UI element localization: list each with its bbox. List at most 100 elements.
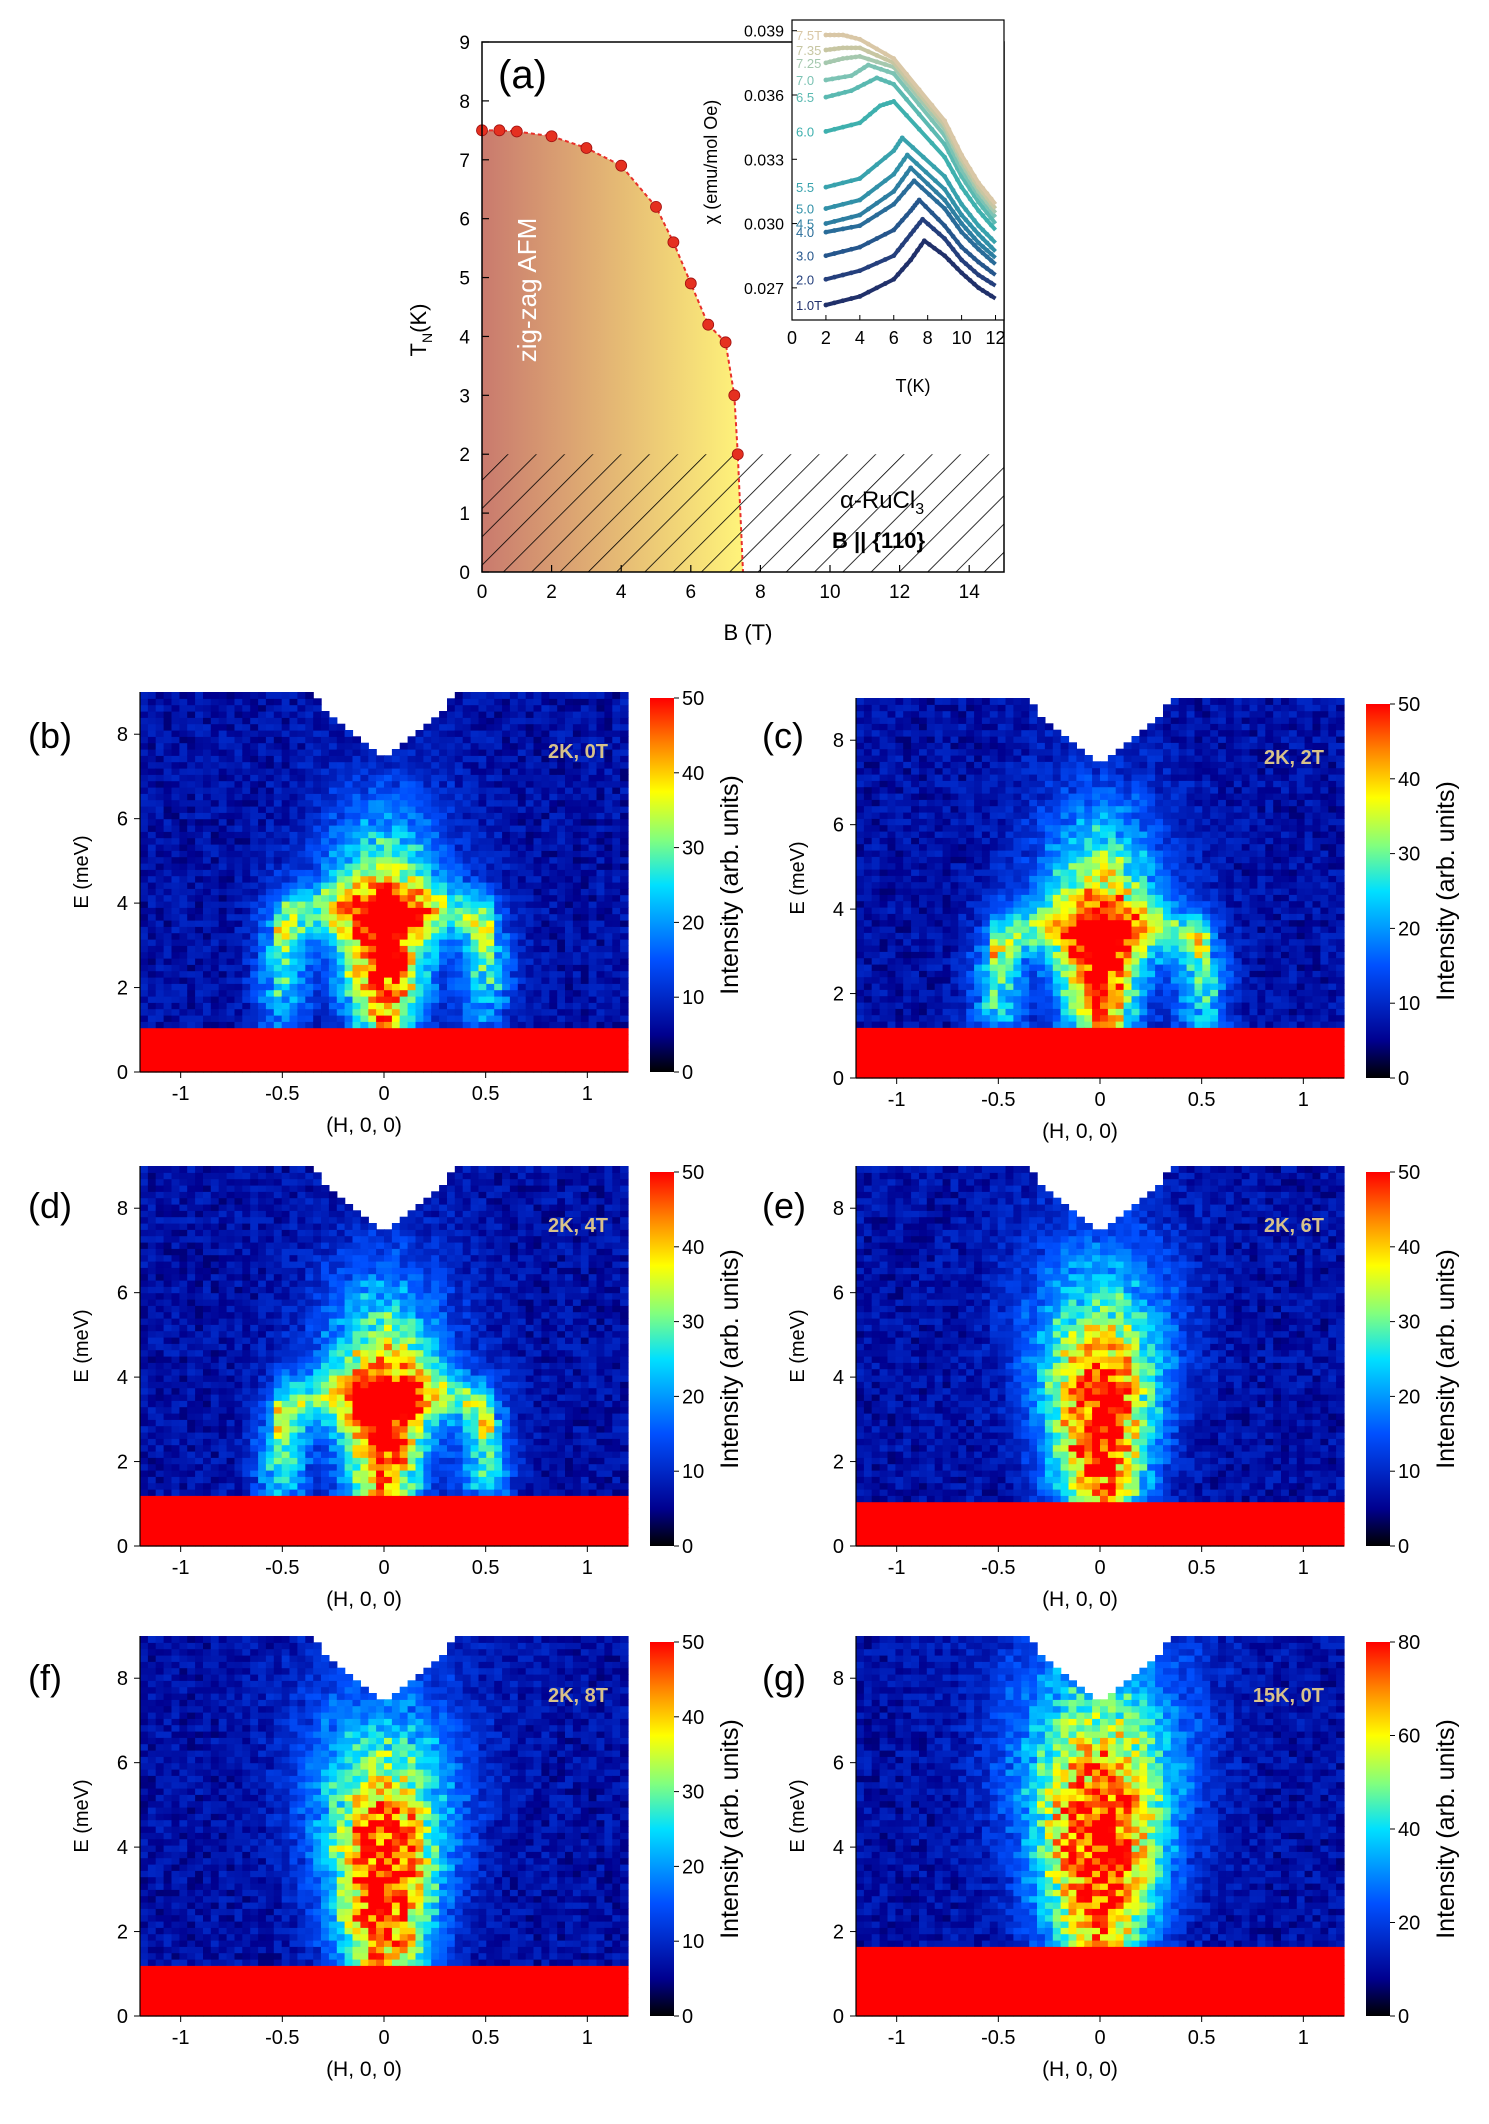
heatmap-cell [242, 933, 251, 940]
heatmap-cell [557, 933, 566, 940]
heatmap-cell [919, 793, 928, 800]
heatmap-cell [148, 857, 157, 864]
heatmap-cell [486, 895, 495, 902]
heatmap-cell [573, 1059, 582, 1066]
heatmap-cell [416, 743, 425, 750]
heatmap-cell [360, 838, 369, 845]
heatmap-cell [195, 1028, 204, 1035]
heatmap-cell [321, 983, 330, 990]
heatmap-cell [290, 850, 299, 857]
heatmap-cell [250, 1047, 259, 1054]
heatmap-cell [549, 901, 558, 908]
heatmap-cell [274, 1015, 283, 1022]
heatmap-cell [486, 996, 495, 1003]
heatmap-cell [156, 996, 165, 1003]
heatmap-cell [510, 996, 519, 1003]
heatmap-cell [612, 781, 621, 788]
inset-marker [824, 60, 829, 65]
heatmap-cell [337, 990, 346, 997]
heatmap-cell [376, 869, 385, 876]
heatmap-cell [471, 787, 480, 794]
heatmap-cell [620, 857, 629, 864]
inset-marker [866, 63, 871, 68]
heatmap-cell [895, 1021, 904, 1028]
heatmap-cell [541, 1009, 550, 1016]
heatmap-cell [360, 882, 369, 889]
heatmap-cell [235, 882, 244, 889]
heatmap-cell [400, 863, 409, 870]
heatmap-cell [148, 800, 157, 807]
heatmap-cell [958, 983, 967, 990]
heatmap-cell [360, 876, 369, 883]
heatmap-cell [274, 850, 283, 857]
phase-y-tick-label: 9 [459, 33, 470, 54]
heatmap-cell [297, 1015, 306, 1022]
heatmap-cell [187, 888, 196, 895]
heatmap-cell [297, 774, 306, 781]
heatmap-cell [494, 838, 503, 845]
heatmap-cell [431, 774, 440, 781]
heatmap-cell [321, 945, 330, 952]
heatmap-cell [903, 1040, 912, 1047]
heatmap-cell [416, 926, 425, 933]
heatmap-cell [353, 800, 362, 807]
heatmap-cell [510, 692, 519, 699]
heatmap-cell [235, 762, 244, 769]
heatmap-cell [290, 736, 299, 743]
heatmap-cell [471, 888, 480, 895]
heatmap-cell [179, 755, 188, 762]
heatmap-cell [541, 831, 550, 838]
heatmap-cell [589, 939, 598, 946]
inset-marker [853, 45, 858, 50]
heatmap-cell [597, 895, 606, 902]
colorbar-label: Intensity (arb. units) [716, 775, 744, 995]
heatmap-cell [620, 977, 629, 984]
heatmap-cell [400, 895, 409, 902]
heatmap-cell [880, 768, 889, 775]
heatmap-cell [502, 787, 511, 794]
heatmap-cell [195, 768, 204, 775]
heatmap-cell [416, 1047, 425, 1054]
heatmap-cell [534, 749, 543, 756]
heatmap-cell [880, 774, 889, 781]
heatmap-cell [549, 781, 558, 788]
heatmap-cell [179, 863, 188, 870]
heatmap-cell [187, 749, 196, 756]
heatmap-cell [140, 698, 149, 705]
heatmap-cell [400, 983, 409, 990]
heatmap-cell [439, 717, 448, 724]
heatmap-cell [856, 698, 865, 705]
inset-marker [963, 160, 968, 165]
heatmap-cell [872, 793, 881, 800]
heatmap-cell [416, 964, 425, 971]
heatmap-cell [471, 939, 480, 946]
inset-marker [976, 232, 981, 237]
heatmap-cell [305, 774, 314, 781]
heatmap-cell [612, 1047, 621, 1054]
inset-marker [900, 135, 905, 140]
heatmap-cell [903, 907, 912, 914]
heatmap-cell [360, 958, 369, 965]
inset-marker [840, 33, 845, 38]
heatmap-cell [557, 914, 566, 921]
heatmap-cell [479, 711, 488, 718]
heatmap-cell [235, 692, 244, 699]
heatmap-cell [534, 724, 543, 731]
heatmap-cell [337, 888, 346, 895]
heatmap-cell [864, 736, 873, 743]
heatmap-cell [526, 1009, 535, 1016]
heatmap-cell [345, 1028, 354, 1035]
heatmap-cell [557, 844, 566, 851]
heatmap-cell [864, 837, 873, 844]
heatmap-cell [227, 901, 236, 908]
heatmap-cell [557, 1009, 566, 1016]
phase-point [729, 390, 740, 401]
heatmap-cell [463, 964, 472, 971]
inset-marker [907, 184, 912, 189]
heatmap-cell [911, 882, 920, 889]
heatmap-cell [471, 857, 480, 864]
heatmap-cell [471, 711, 480, 718]
heatmap-cell [211, 825, 220, 832]
heatmap-cell [864, 964, 873, 971]
heatmap-cell [597, 907, 606, 914]
